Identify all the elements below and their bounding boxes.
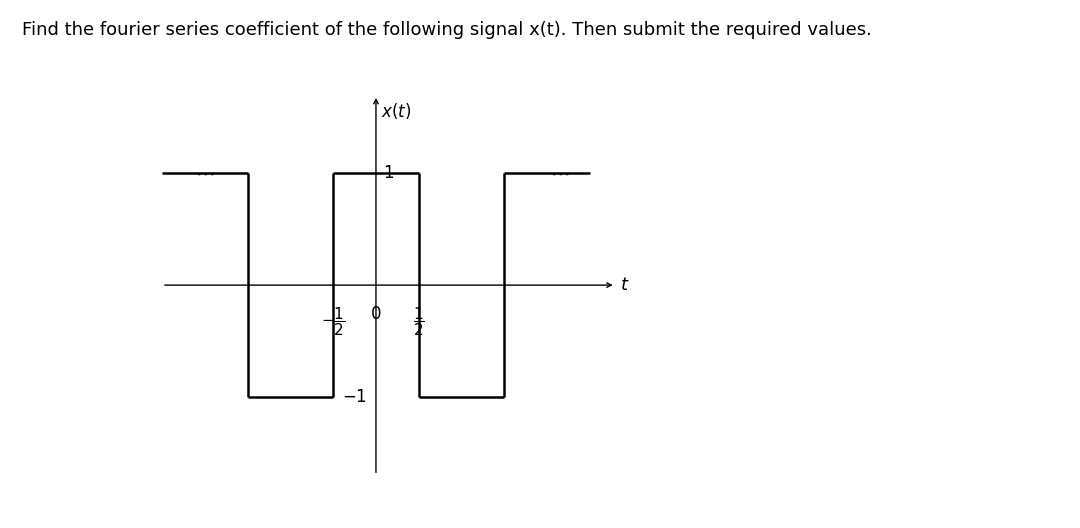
Text: $1$: $1$ xyxy=(382,164,394,182)
Text: $0$: $0$ xyxy=(370,305,381,323)
Text: $\dfrac{1}{2}$: $\dfrac{1}{2}$ xyxy=(413,305,424,338)
Text: $x(t)$: $x(t)$ xyxy=(381,101,411,120)
Text: $\cdots$: $\cdots$ xyxy=(551,164,569,183)
Text: $\cdots$: $\cdots$ xyxy=(195,164,215,183)
Text: $-\dfrac{1}{2}$: $-\dfrac{1}{2}$ xyxy=(321,305,346,338)
Text: $-1$: $-1$ xyxy=(342,388,367,406)
Text: $t$: $t$ xyxy=(620,276,630,294)
Text: Find the fourier series coefficient of the following signal x(t). Then submit th: Find the fourier series coefficient of t… xyxy=(22,21,872,39)
